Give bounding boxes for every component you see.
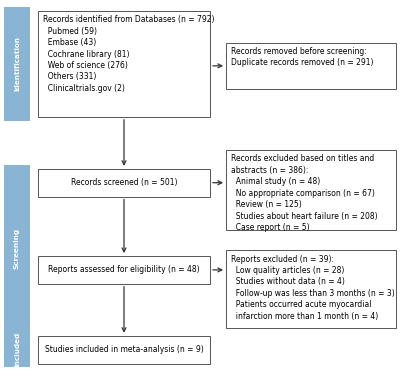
FancyBboxPatch shape (38, 256, 210, 284)
Text: Studies included in meta-analysis (n = 9): Studies included in meta-analysis (n = 9… (45, 345, 203, 354)
Text: Records removed before screening:
Duplicate records removed (n = 291): Records removed before screening: Duplic… (231, 47, 373, 67)
Text: Records excluded based on titles and
abstracts (n = 386):
  Animal study (n = 48: Records excluded based on titles and abs… (231, 154, 378, 232)
Text: Reports excluded (n = 39):
  Low quality articles (n = 28)
  Studies without dat: Reports excluded (n = 39): Low quality a… (231, 255, 394, 321)
FancyBboxPatch shape (4, 332, 30, 367)
FancyBboxPatch shape (4, 7, 30, 121)
FancyBboxPatch shape (226, 250, 396, 328)
Text: Records screened (n = 501): Records screened (n = 501) (71, 178, 177, 187)
FancyBboxPatch shape (38, 336, 210, 364)
Text: Reports assessed for eligibility (n = 48): Reports assessed for eligibility (n = 48… (48, 265, 200, 275)
Text: Records identified from Databases (n = 792)
  Pubmed (59)
  Embase (43)
  Cochra: Records identified from Databases (n = 7… (43, 15, 214, 93)
Text: Screening: Screening (14, 228, 20, 269)
Text: Included: Included (14, 332, 20, 367)
FancyBboxPatch shape (38, 169, 210, 197)
FancyBboxPatch shape (226, 43, 396, 89)
FancyBboxPatch shape (226, 150, 396, 230)
FancyBboxPatch shape (38, 11, 210, 117)
FancyBboxPatch shape (4, 165, 30, 332)
Text: Identification: Identification (14, 36, 20, 92)
